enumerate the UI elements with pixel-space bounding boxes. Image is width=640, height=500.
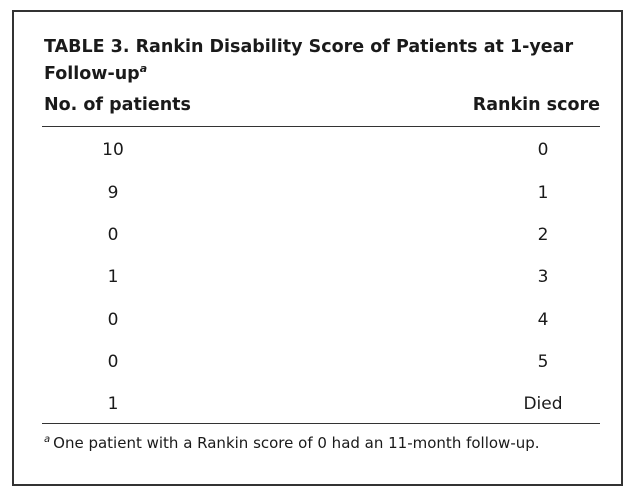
table-caption-text: TABLE 3. Rankin Disability Score of Pati… xyxy=(44,37,574,84)
footnote-marker: a xyxy=(44,434,51,445)
column-header-rankin-score: Rankin score xyxy=(472,95,600,115)
patients-cell: 0 xyxy=(107,225,119,245)
rankin-score-cell: 5 xyxy=(537,352,549,372)
footnote-text: One patient with a Rankin score of 0 had… xyxy=(53,434,540,452)
table-row: 0 5 xyxy=(42,349,600,375)
table-row: 9 1 xyxy=(42,180,600,206)
rankin-score-cell: 4 xyxy=(537,310,549,330)
rankin-score-cell: 0 xyxy=(537,140,549,160)
table-frame xyxy=(12,10,623,486)
patients-cell: 0 xyxy=(107,352,119,372)
table-row: 0 2 xyxy=(42,222,600,248)
table-row: 1 3 xyxy=(42,264,600,290)
table-row: 0 4 xyxy=(42,307,600,333)
table-footnote: a One patient with a Rankin score of 0 ha… xyxy=(44,431,610,455)
rankin-score-cell: 3 xyxy=(537,267,549,287)
patients-cell: 9 xyxy=(107,183,119,203)
patients-cell: 10 xyxy=(102,140,124,160)
rankin-score-cell: Died xyxy=(523,394,563,414)
table-caption: TABLE 3. Rankin Disability Score of Pati… xyxy=(44,34,610,88)
patients-cell: 0 xyxy=(107,310,119,330)
table-row: 1 Died xyxy=(42,391,600,417)
caption-footnote-marker: a xyxy=(139,62,148,75)
column-header-patients: No. of patients xyxy=(44,95,191,115)
table-row: 10 0 xyxy=(42,137,600,163)
rankin-score-cell: 1 xyxy=(537,183,549,203)
patients-cell: 1 xyxy=(107,267,119,287)
rankin-score-cell: 2 xyxy=(537,225,549,245)
table-bottom-rule xyxy=(42,423,600,424)
patients-cell: 1 xyxy=(107,394,119,414)
header-rule xyxy=(42,126,600,127)
